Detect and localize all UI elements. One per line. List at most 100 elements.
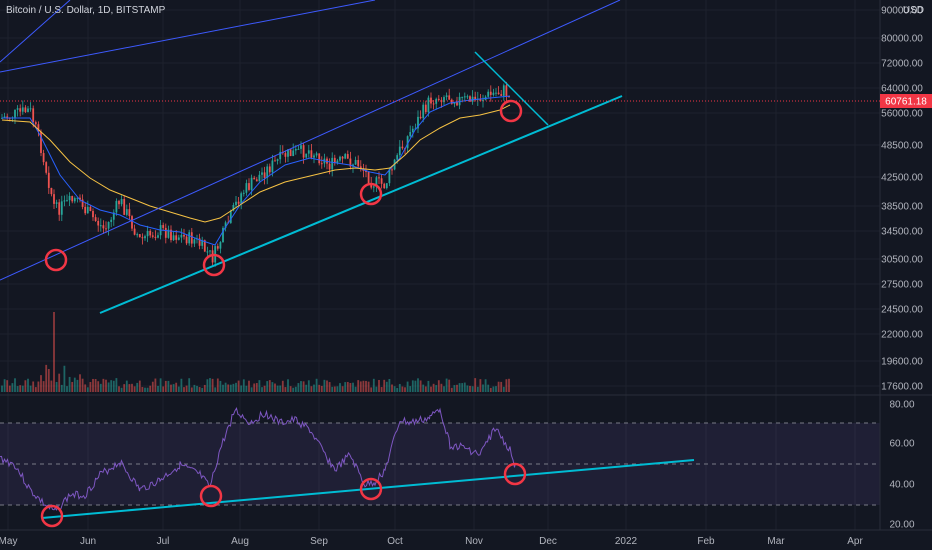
price-tick-label: 34500.00 [881, 227, 923, 238]
rsi-trendline[interactable] [41, 459, 695, 519]
candle-body [417, 116, 419, 129]
candle-body [448, 95, 451, 100]
price-tick-label: 80000.00 [881, 34, 923, 45]
channel-top-line[interactable] [0, 0, 376, 73]
rsi-axis[interactable]: 80.00 60.00 40.00 20.00 [889, 400, 914, 531]
candle-body [482, 99, 484, 102]
volume-bar [58, 373, 61, 392]
volume-bar [235, 382, 237, 392]
highlight-circle[interactable] [199, 484, 223, 508]
volume-bar [427, 380, 430, 392]
highlight-circle[interactable] [40, 504, 64, 528]
volume-bar [258, 380, 261, 392]
channel-upper-line[interactable] [0, 0, 621, 281]
price-tick-label: 42500.00 [881, 173, 923, 184]
volume-bar [219, 380, 222, 392]
candle-body [398, 146, 401, 156]
volume-bar [461, 383, 464, 392]
candle-body [307, 150, 310, 154]
volume-bar [396, 387, 399, 392]
ma-slow-line [1, 104, 511, 223]
candle-body [50, 187, 53, 195]
candle-body [401, 146, 404, 149]
volume-bar [502, 386, 505, 392]
candle-body [419, 116, 422, 119]
candle-body [63, 200, 66, 202]
volume-bar [333, 386, 336, 392]
volume-bar [203, 384, 206, 392]
time-tick-label: Jun [80, 536, 96, 547]
volume-bar [37, 381, 40, 392]
highlight-circle[interactable] [44, 248, 68, 272]
candle-body [463, 96, 466, 98]
candle-body [29, 108, 32, 110]
highlight-circle[interactable] [359, 477, 383, 501]
candle-body [378, 177, 380, 179]
candle-body [365, 170, 367, 173]
volume-bar [248, 380, 250, 392]
descending-trendline[interactable] [474, 51, 549, 126]
volume-bar [206, 379, 209, 392]
candle-body [133, 228, 136, 235]
volume-bar [349, 382, 352, 392]
symbol-title[interactable]: Bitcoin / U.S. Dollar, 1D, BITSTAMP [6, 5, 166, 16]
channel-outer-line[interactable] [0, 0, 71, 63]
chart-grid [0, 0, 880, 530]
time-axis[interactable]: May Jun Jul Aug Sep Oct Nov Dec 2022 Feb Mar Apr [0, 536, 863, 547]
volume-bar [55, 381, 58, 392]
time-tick-label: Nov [465, 536, 483, 547]
support-trendline[interactable] [99, 95, 623, 314]
volume-bar [183, 387, 185, 392]
volume-bar [315, 378, 318, 392]
time-tick-label: Mar [767, 536, 785, 547]
highlight-circle[interactable] [499, 99, 523, 123]
volume-bar [128, 384, 131, 392]
candle-body [154, 236, 157, 238]
volume-bar [419, 380, 422, 392]
volume-bar [27, 378, 29, 392]
volume-bar [398, 383, 401, 392]
volume-bar [284, 387, 287, 392]
annotation-circles[interactable] [40, 99, 527, 528]
volume-bar [463, 382, 466, 392]
volume-bar [245, 385, 248, 392]
volume-bar [53, 312, 55, 392]
candle-body [232, 204, 235, 211]
highlight-circle[interactable] [202, 253, 226, 277]
volume-bar [229, 384, 232, 392]
candle-body [268, 166, 271, 173]
volume-bar [40, 375, 42, 392]
volume-bar [466, 385, 469, 392]
candle-body [505, 85, 508, 97]
price-axis[interactable]: 90000.00 80000.00 72000.00 64000.00 56000.00… [881, 6, 923, 393]
candle-body [508, 96, 510, 98]
currency-label[interactable]: USD [902, 5, 924, 16]
volume-bar [255, 383, 258, 392]
volume-bar [201, 387, 204, 392]
candle-body [190, 232, 193, 244]
volume-bar [151, 381, 154, 392]
highlight-circle[interactable] [503, 462, 527, 486]
candle-body [219, 242, 222, 249]
candle-body [383, 183, 386, 189]
highlight-circle[interactable] [359, 182, 383, 206]
volume-bar [73, 377, 76, 392]
volume-bar [76, 379, 79, 392]
candle-body [47, 172, 50, 188]
candle-body [32, 108, 35, 123]
volume-bar [224, 382, 227, 392]
moving-averages [1, 95, 511, 246]
candle-body [193, 239, 196, 244]
volume-bar [469, 385, 471, 392]
candle-body [346, 154, 349, 159]
volume-bar [417, 378, 419, 392]
volume-bar [84, 384, 87, 392]
trend-drawings[interactable] [0, 0, 695, 519]
volume-bar [432, 383, 435, 392]
candle-body [385, 183, 388, 189]
candle-body [495, 92, 497, 94]
candle-body [310, 150, 313, 158]
candle-body [489, 91, 492, 95]
price-tick-label: 64000.00 [881, 84, 923, 95]
